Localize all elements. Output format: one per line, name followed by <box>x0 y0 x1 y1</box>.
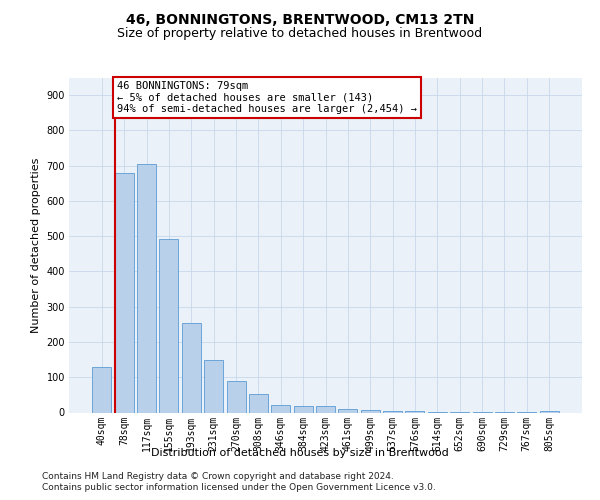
Bar <box>182 324 201 412</box>
Bar <box>316 406 335 412</box>
Text: Size of property relative to detached houses in Brentwood: Size of property relative to detached ho… <box>118 28 482 40</box>
Text: Distribution of detached houses by size in Brentwood: Distribution of detached houses by size … <box>151 448 449 458</box>
Text: 46 BONNINGTONS: 79sqm
← 5% of detached houses are smaller (143)
94% of semi-deta: 46 BONNINGTONS: 79sqm ← 5% of detached h… <box>117 81 417 114</box>
Text: Contains public sector information licensed under the Open Government Licence v3: Contains public sector information licen… <box>42 484 436 492</box>
Bar <box>249 394 268 412</box>
Bar <box>406 411 424 412</box>
Bar <box>115 174 134 412</box>
Bar <box>539 410 559 412</box>
Bar <box>338 409 358 412</box>
Bar <box>383 410 402 412</box>
Bar <box>160 239 178 412</box>
Bar <box>271 404 290 412</box>
Bar <box>293 406 313 412</box>
Text: 46, BONNINGTONS, BRENTWOOD, CM13 2TN: 46, BONNINGTONS, BRENTWOOD, CM13 2TN <box>126 12 474 26</box>
Bar <box>92 366 112 412</box>
Bar <box>137 164 156 412</box>
Y-axis label: Number of detached properties: Number of detached properties <box>31 158 41 332</box>
Text: Contains HM Land Registry data © Crown copyright and database right 2024.: Contains HM Land Registry data © Crown c… <box>42 472 394 481</box>
Bar <box>361 410 380 412</box>
Bar <box>204 360 223 412</box>
Bar <box>227 381 245 412</box>
